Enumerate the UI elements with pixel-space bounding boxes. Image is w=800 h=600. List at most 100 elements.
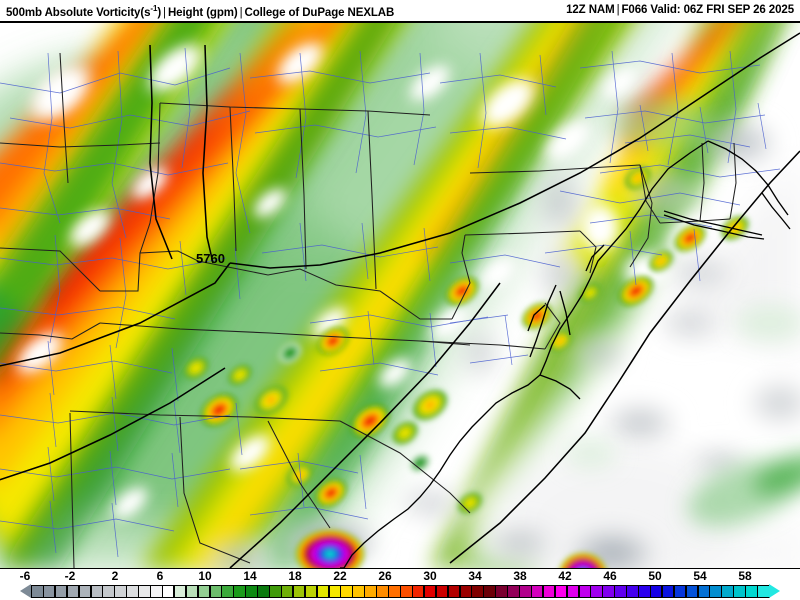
colorbar-cell [221, 585, 234, 598]
colorbar-cell [245, 585, 258, 598]
source-label: College of DuPage NEXLAB [244, 6, 395, 19]
forecast-hour-label: F066 [621, 4, 648, 16]
colorbar-tick-label: 26 [378, 569, 392, 583]
colorbar-tick-label: 22 [333, 569, 347, 583]
colorbar-cell [233, 585, 246, 598]
colorbar-cell [209, 585, 223, 598]
colorbar-cell [269, 585, 282, 598]
vorticity-max-bullseye-offshore [560, 553, 606, 568]
colorbar-tick-label: 54 [693, 569, 707, 583]
model-separator: | [616, 4, 620, 16]
ocean-grey-cells [200, 117, 800, 568]
colorbar-cell [388, 585, 401, 598]
vorticity-max-bullseye-south [296, 530, 364, 568]
colorbar-cell [757, 585, 770, 598]
colorbar-cell [102, 585, 115, 598]
secondary-field-label: Height (gpm) [167, 6, 238, 19]
colorbar-left-arrow [20, 584, 31, 598]
colorbar-cell [685, 585, 699, 598]
vorticity-map-svg: 5760 [0, 23, 800, 568]
colorbar-cell [352, 585, 365, 598]
map-contour-fill: 5760 [0, 23, 800, 568]
colorbar-cell [590, 585, 603, 598]
colorbar-cell [376, 585, 389, 598]
colorbar-tick-label: -2 [64, 569, 76, 583]
colorbar-cell [66, 585, 80, 598]
colorbar-cell [459, 585, 473, 598]
colorbar-tick-label: 34 [468, 569, 482, 583]
colorbar-cell [173, 585, 187, 598]
colorbar-cell [138, 585, 151, 598]
colorbar-tick-label: 6 [156, 569, 164, 583]
colorbar-cell [31, 585, 44, 598]
colorbar-cell [495, 585, 508, 598]
colorbar-cell [400, 585, 413, 598]
colorbar-tick-label: -6 [19, 569, 31, 583]
field-name-label: 500mb Absolute Vorticity [6, 6, 141, 19]
contour-label-5760: 5760 [196, 251, 225, 266]
map-canvas[interactable]: 5760 [0, 23, 800, 569]
colorbar-cell [626, 585, 639, 598]
colorbar-cell [78, 585, 92, 598]
model-run-label: 12Z NAM [566, 4, 615, 16]
colorbar-cell [114, 585, 127, 598]
colorbar-cell [697, 585, 711, 598]
colorbar-tick-label: 10 [198, 569, 212, 583]
header-title: 500mb Absolute Vorticity(s-1) | Height (gp… [6, 4, 394, 19]
colorbar-cell [42, 585, 56, 598]
colorbar-cell [316, 585, 330, 598]
colorbar-cell [673, 585, 687, 598]
colorbar-cell [602, 585, 615, 598]
colorbar-right-arrow [769, 584, 780, 598]
field-units-open: (s [140, 6, 151, 19]
contour-label-group: 5760 [196, 251, 225, 266]
colorbar-cell [90, 585, 104, 598]
colorbar-tick-label: 2 [111, 569, 119, 583]
colorbar-cell [423, 585, 437, 598]
colorbar-cell [161, 585, 175, 598]
colorbar-cell [126, 585, 139, 598]
colorbar-cell [578, 585, 592, 598]
colorbar-cell [519, 585, 532, 598]
colorbar-tick-label: 42 [558, 569, 572, 583]
colorbar-cell [709, 585, 722, 598]
colorbar-tick-labels: -6 -2 2 6 10 14 18 22 26 30 34 38 42 46 50 54 58 [0, 569, 800, 584]
colorbar-tick-label: 18 [288, 569, 302, 583]
state-borders [0, 52, 737, 568]
colorbar-cell [614, 585, 627, 598]
colorbar-tick-label: 58 [738, 569, 752, 583]
colorbar-tick-label: 14 [243, 569, 257, 583]
colorbar-swatches [0, 584, 800, 600]
field-units-close: ) [157, 6, 162, 19]
height-contours [0, 32, 800, 568]
colorbar-cell [649, 585, 663, 598]
colorbar-cell [661, 585, 675, 598]
field-units-exponent: -1 [150, 4, 158, 13]
title-separator-1: | [163, 6, 166, 19]
colorbar-tick-label: 46 [603, 569, 617, 583]
colorbar-cell [721, 585, 734, 598]
colorbar-cell [435, 585, 449, 598]
colorbar-tick-label: 38 [513, 569, 527, 583]
colorbar-cell [542, 585, 556, 598]
colorbar-cell [364, 585, 377, 598]
colorbar-cell [507, 585, 520, 598]
colorbar-cell [150, 585, 163, 598]
colorbar-cell [471, 585, 484, 598]
colorbar-cell [197, 585, 211, 598]
county-road-network [0, 47, 781, 558]
colorbar-cell [185, 585, 199, 598]
colorbar-cell [745, 585, 758, 598]
valid-time-label: Valid: 06Z FRI SEP 26 2025 [650, 4, 794, 16]
title-separator-2: | [239, 6, 243, 19]
colorbar-cell [447, 585, 461, 598]
colorbar-cell [554, 585, 568, 598]
colorbar-cell [54, 585, 68, 598]
colorbar-cell [292, 585, 306, 598]
colorbar-tick-label: 50 [648, 569, 662, 583]
header-bar: 500mb Absolute Vorticity(s-1) | Height (gp… [0, 0, 800, 22]
colorbar-cell [257, 585, 270, 598]
colorbar-cell [483, 585, 496, 598]
colorbar-cell [638, 585, 651, 598]
